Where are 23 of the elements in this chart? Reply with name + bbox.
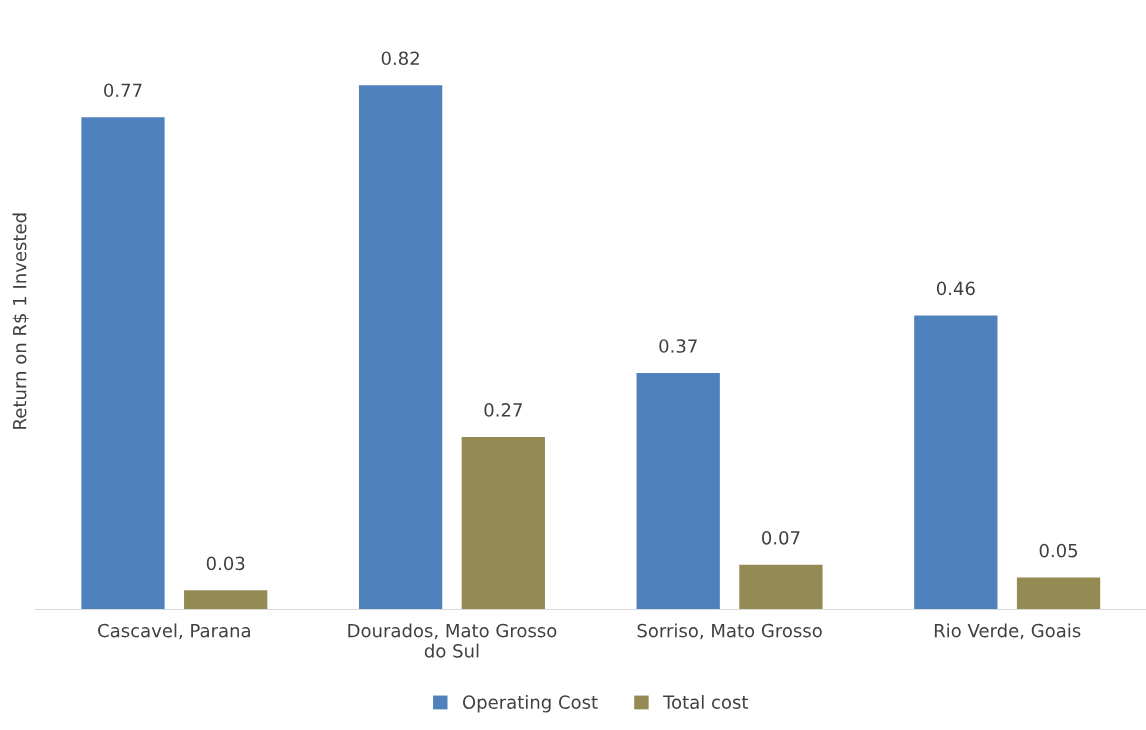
data-label: 0.46 <box>936 281 975 296</box>
data-label: 0.05 <box>1039 543 1078 558</box>
x-tick-label: Cascavel, Parana <box>98 623 250 640</box>
data-label: 0.82 <box>381 51 419 66</box>
bar <box>81 117 165 610</box>
data-label: 0.07 <box>762 530 800 545</box>
bar <box>184 590 268 610</box>
legend-label: Operating Cost <box>462 695 598 713</box>
legend-label: Total cost <box>663 695 749 709</box>
bar <box>461 436 545 610</box>
x-tick-label: Sorriso, Mato Grosso <box>637 623 822 640</box>
x-tick-label: Rio Verde, Goais <box>934 623 1081 640</box>
bar <box>636 372 720 610</box>
y-axis-title: Return on R$ 1 Invested <box>12 213 29 429</box>
x-tick-label: Dourados, Mato Grosso do Sul <box>348 623 557 658</box>
bar <box>1016 577 1101 610</box>
data-label: 0.27 <box>484 403 522 417</box>
data-label: 0.77 <box>104 83 142 98</box>
bar <box>914 315 998 610</box>
bar <box>739 564 823 610</box>
data-label: 0.37 <box>659 339 697 353</box>
data-label: 0.03 <box>206 556 245 571</box>
bar <box>358 85 443 610</box>
